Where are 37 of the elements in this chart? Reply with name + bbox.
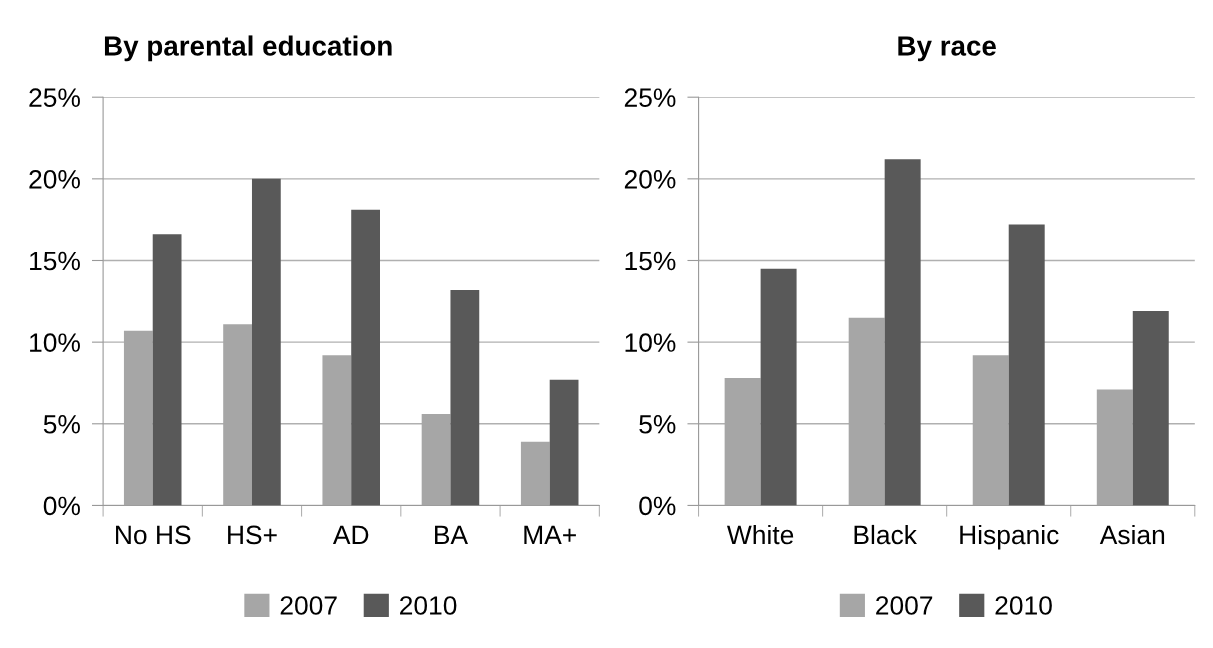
- bar: [450, 289, 480, 506]
- y-tick-label: 10%: [625, 333, 676, 352]
- y-tick-label: 20%: [29, 169, 80, 189]
- bar: [1008, 224, 1045, 506]
- y-tick-label: 25%: [29, 88, 80, 108]
- x-tick-label: Black: [854, 524, 917, 545]
- legend-label: 2010: [400, 596, 457, 615]
- x-tick-label: No HS: [116, 525, 191, 545]
- bar: [351, 209, 380, 506]
- y-tick-label: 0%: [639, 496, 676, 516]
- y-tick-label: 15%: [625, 251, 676, 271]
- bar: [760, 268, 797, 506]
- y-tick-label: 0%: [43, 496, 80, 516]
- legend-label: 2007: [876, 596, 933, 615]
- legend-label: 2007: [280, 596, 337, 615]
- bar: [152, 234, 182, 506]
- bar: [884, 159, 921, 506]
- x-tick-label: Hispanic: [960, 524, 1059, 550]
- bar: [251, 178, 281, 506]
- x-tick-label: AD: [332, 525, 369, 545]
- x-tick-label: Asian: [1099, 524, 1165, 545]
- y-tick-label: 10%: [30, 333, 80, 352]
- y-tick-label: 15%: [30, 251, 80, 271]
- x-tick-label: BA: [435, 525, 469, 545]
- x-tick-label: White: [727, 524, 794, 545]
- x-tick-label: MA+: [524, 525, 576, 545]
- bar: [549, 379, 579, 506]
- y-tick-label: 5%: [639, 415, 676, 434]
- chart-title: By race: [898, 36, 996, 62]
- bar: [1132, 311, 1169, 506]
- legend-label: 2010: [995, 596, 1052, 615]
- y-tick-label: 5%: [43, 415, 80, 434]
- chart-title: By parental education: [104, 35, 392, 62]
- y-tick-label: 20%: [624, 169, 676, 189]
- x-tick-label: HS+: [228, 525, 277, 545]
- y-tick-label: 25%: [624, 88, 676, 108]
- bar: [520, 441, 550, 506]
